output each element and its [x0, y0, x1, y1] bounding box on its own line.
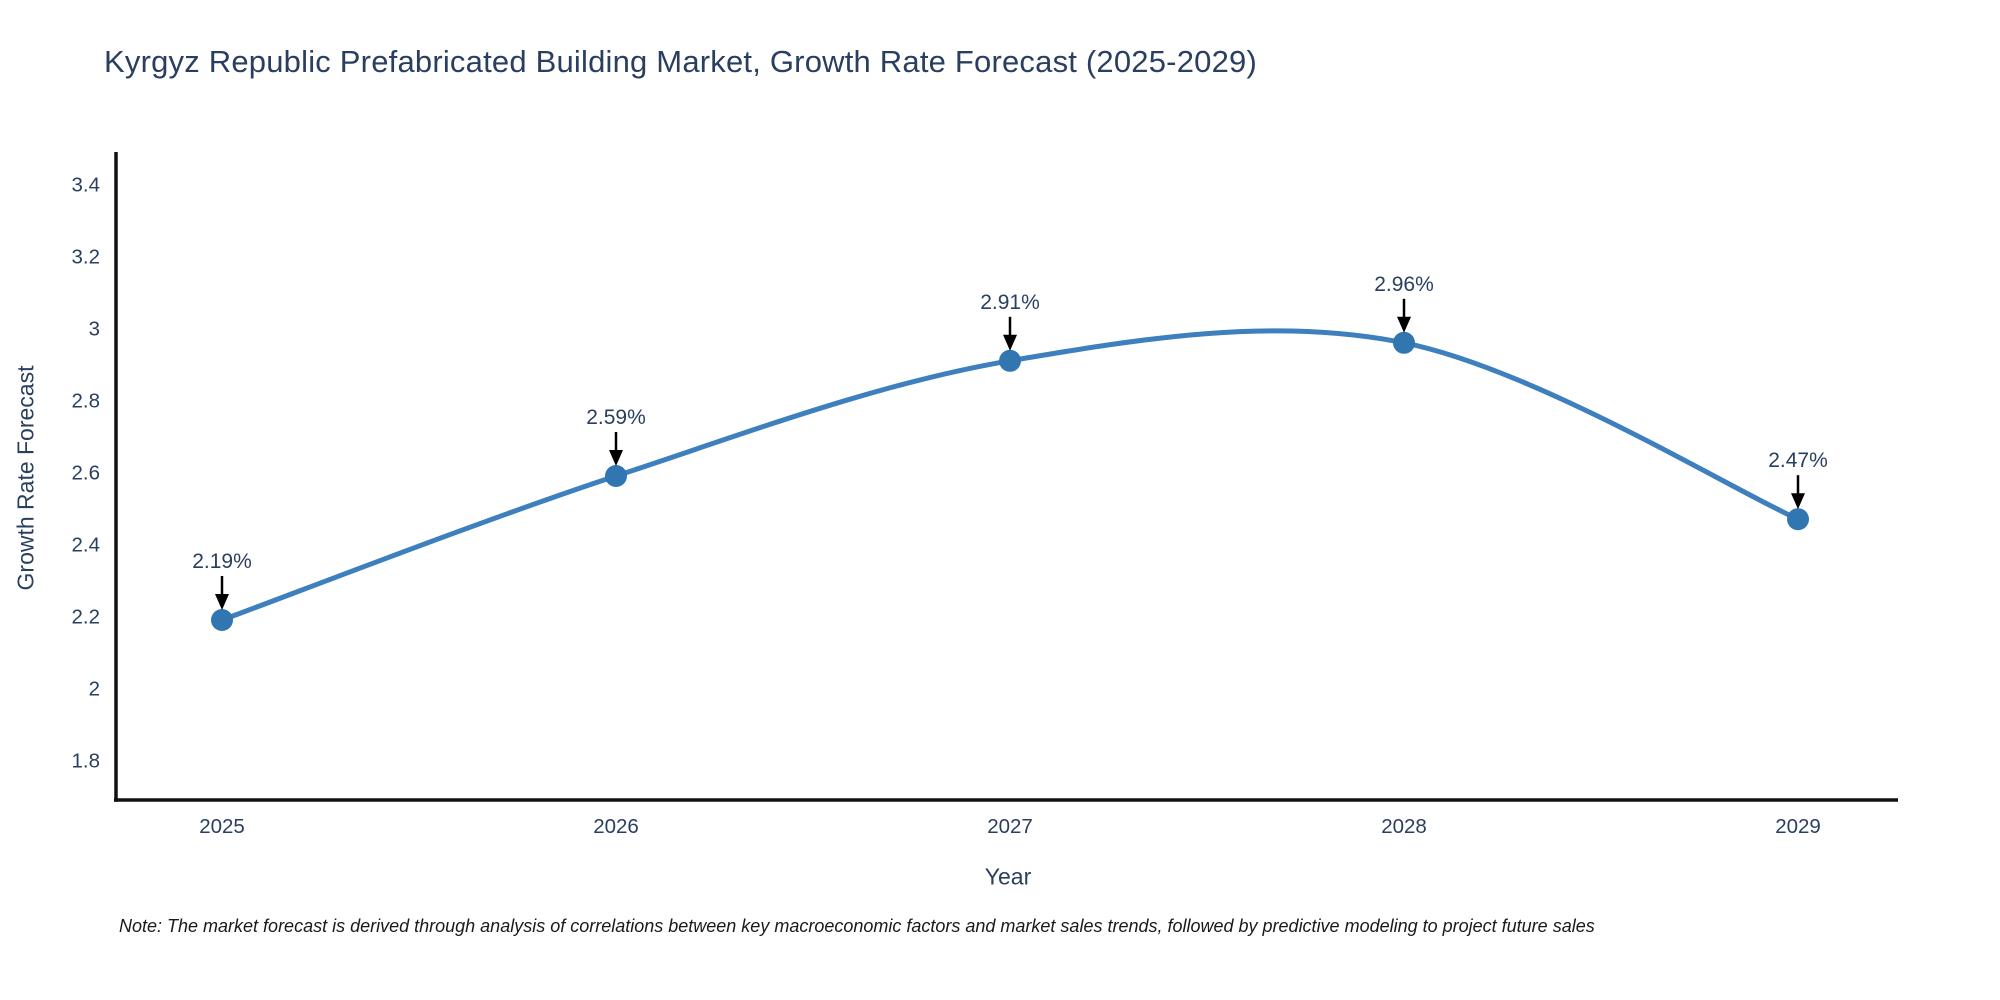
- chart-title: Kyrgyz Republic Prefabricated Building M…: [104, 44, 1257, 79]
- forecast-line: [219, 328, 1801, 623]
- data-point[interactable]: [1787, 508, 1809, 531]
- y-tick-label: 2.2: [72, 605, 101, 628]
- x-tick-label: 2025: [199, 815, 245, 838]
- y-tick-label: 3.2: [72, 245, 101, 268]
- annotation-arrow-head: [215, 594, 229, 610]
- x-tick-label: 2029: [1775, 815, 1821, 838]
- data-point[interactable]: [1393, 331, 1415, 354]
- annotation-arrow-head: [1397, 316, 1411, 333]
- data-point-label: 2.91%: [980, 291, 1040, 314]
- data-point[interactable]: [999, 349, 1021, 372]
- y-tick-label: 1.8: [72, 749, 101, 772]
- y-tick-label: 2.8: [72, 389, 101, 412]
- x-tick-label: 2028: [1381, 815, 1427, 838]
- y-tick-label: 2.6: [72, 461, 101, 484]
- data-point-label: 2.47%: [1768, 449, 1828, 472]
- annotation-arrow-head: [1003, 334, 1017, 351]
- x-tick-label: 2027: [987, 815, 1033, 838]
- data-point-label: 2.96%: [1374, 273, 1434, 296]
- data-point-label: 2.19%: [192, 550, 252, 573]
- y-tick-label: 2.4: [72, 533, 101, 556]
- y-tick-label: 3: [89, 317, 100, 340]
- x-tick-label: 2026: [593, 815, 639, 838]
- data-point-label: 2.59%: [586, 406, 646, 429]
- annotation-arrow-head: [1791, 493, 1805, 510]
- data-point[interactable]: [605, 465, 627, 487]
- y-tick-label: 2: [89, 677, 100, 700]
- annotation-arrow-head: [609, 450, 623, 466]
- data-point[interactable]: [211, 609, 233, 631]
- footnote: Note: The market forecast is derived thr…: [119, 916, 1595, 936]
- y-tick-label: 3.4: [72, 173, 101, 196]
- x-axis-title: Year: [984, 863, 1032, 890]
